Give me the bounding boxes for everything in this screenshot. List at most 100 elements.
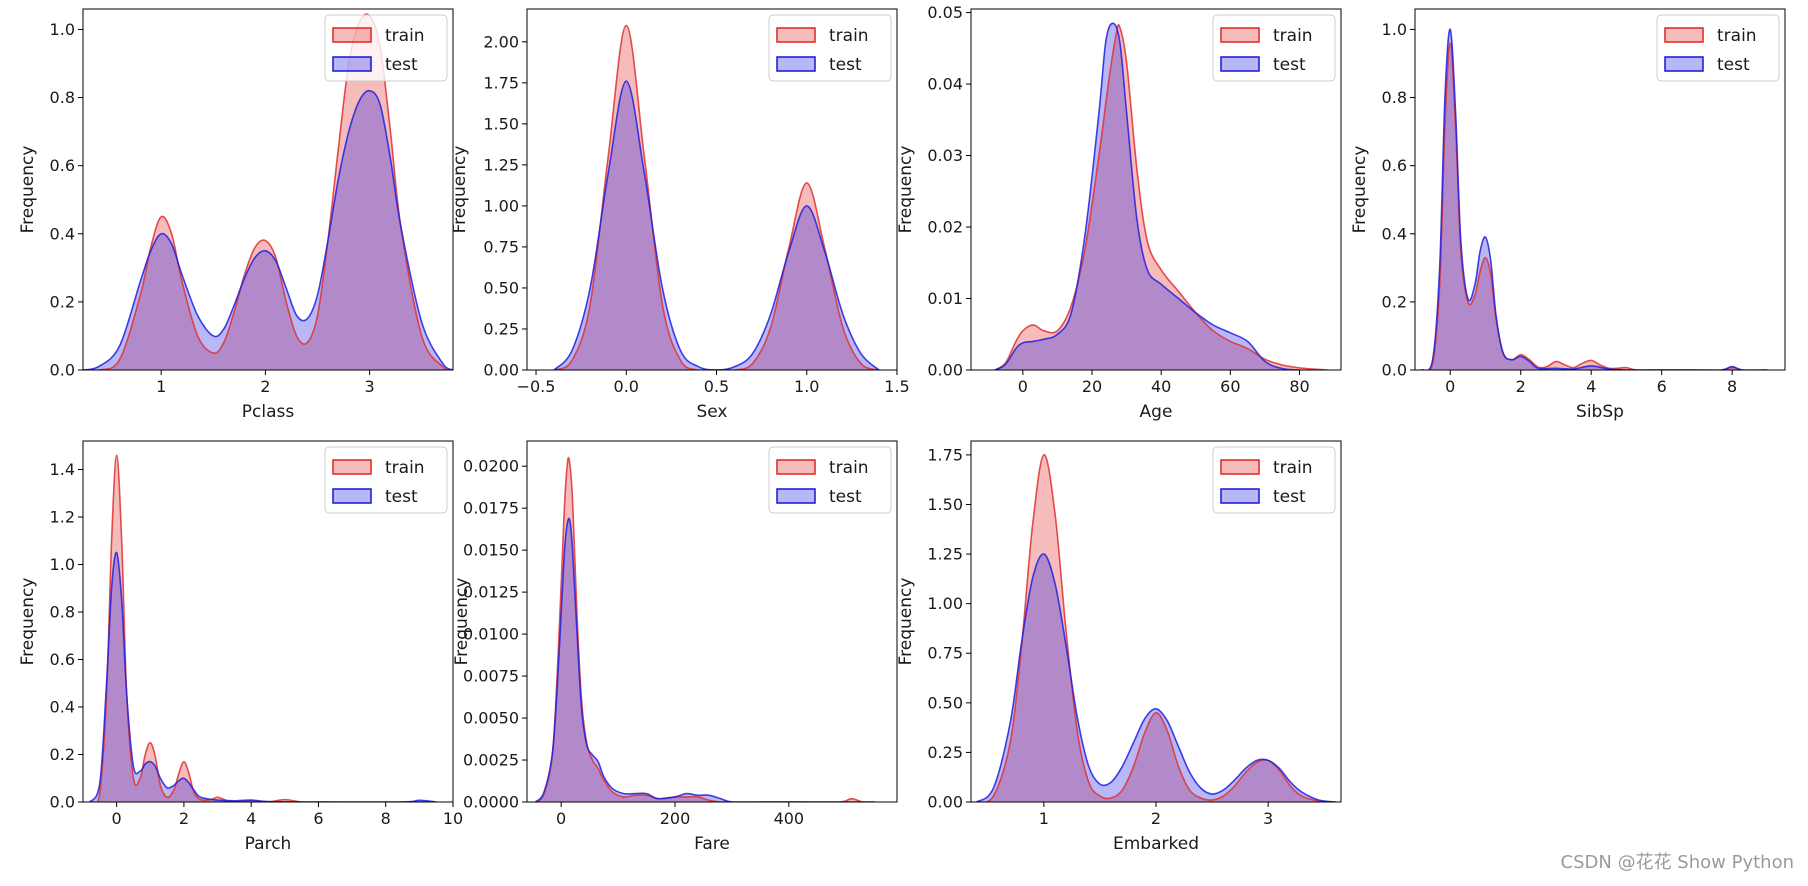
x-tick-label-fare: 400 — [774, 809, 805, 828]
y-tick-label-fare: 0.0175 — [463, 499, 519, 518]
y-tick-label-sex: 1.25 — [483, 155, 519, 174]
legend-label-test: test — [385, 55, 418, 75]
y-tick-label-pclass: 0.6 — [50, 156, 75, 175]
y-tick-label-fare: 0.0050 — [463, 709, 519, 728]
y-tick-label-sex: 1.50 — [483, 114, 519, 133]
x-tick-label-parch: 0 — [112, 809, 122, 828]
y-tick-label-sex: 1.00 — [483, 196, 519, 215]
legend-label-train: train — [1717, 26, 1757, 46]
y-tick-label-pclass: 0.2 — [50, 292, 75, 311]
y-tick-label-parch: 0.2 — [50, 745, 75, 764]
kde-line-test-pclass — [83, 89, 453, 370]
y-tick-label-embarked: 0.00 — [927, 793, 963, 812]
y-tick-label-embarked: 0.75 — [927, 644, 963, 663]
x-axis-label-sex: Sex — [696, 402, 727, 422]
x-tick-label-sibsp: 2 — [1516, 377, 1526, 396]
kde-fill-train-fare — [535, 457, 875, 802]
x-tick-label-fare: 200 — [660, 809, 691, 828]
y-tick-label-age: 0.05 — [927, 3, 963, 22]
axes-frame-parch — [82, 440, 454, 803]
y-tick-label-fare: 0.0200 — [463, 457, 519, 476]
x-tick-label-sex: 1.5 — [884, 377, 909, 396]
legend-swatch-train — [332, 459, 372, 475]
x-tick-label-sex: 0.5 — [704, 377, 729, 396]
y-tick-label-pclass: 0.4 — [50, 224, 75, 243]
legend-swatch-test — [776, 56, 816, 72]
legend-swatch-test — [776, 488, 816, 504]
x-tick-label-age: 60 — [1220, 377, 1240, 396]
y-tick-label-embarked: 1.00 — [927, 594, 963, 613]
legend-swatch-train — [332, 27, 372, 43]
chart-panel-sibsp: 0 2 4 6 8 0.0 0.2 0.4 0.6 0.8 1.0 SibSp Frequency tra… — [1350, 8, 1786, 422]
legend-swatch-test — [1664, 56, 1704, 72]
y-axis-label-sex: Frequency — [450, 146, 470, 234]
x-axis-label-parch: Parch — [245, 834, 292, 854]
y-tick-label-sibsp: 0.6 — [1382, 156, 1407, 175]
legend-sex: train test — [768, 14, 892, 82]
legend-pclass: train test — [324, 14, 448, 82]
legend-label-train: train — [1273, 26, 1313, 46]
x-tick-label-parch: 8 — [381, 809, 391, 828]
y-tick-label-sex: 1.75 — [483, 73, 519, 92]
kde-fill-test-parch — [89, 552, 437, 802]
y-axis-label-age: Frequency — [896, 146, 916, 234]
y-tick-label-sex: 0.25 — [483, 319, 519, 338]
kde-fill-test-age — [995, 23, 1300, 370]
legend-sibsp: train test — [1656, 14, 1780, 82]
legend-label-test: test — [1273, 55, 1306, 75]
axes-frame-age — [970, 8, 1342, 371]
x-tick-label-sex: 0.0 — [614, 377, 639, 396]
y-tick-label-pclass: 0.0 — [50, 361, 75, 380]
kde-fill-test-sibsp — [1422, 29, 1768, 370]
x-tick-label-sex: 1.0 — [794, 377, 819, 396]
x-tick-label-parch: 10 — [443, 809, 463, 828]
axes-frame-fare — [526, 440, 898, 803]
y-tick-label-sex: 0.00 — [483, 361, 519, 380]
y-tick-label-sibsp: 0.2 — [1382, 292, 1407, 311]
legend-swatch-train — [776, 27, 816, 43]
y-tick-label-fare: 0.0125 — [463, 583, 519, 602]
y-tick-label-age: 0.04 — [927, 75, 963, 94]
y-tick-label-sex: 0.50 — [483, 278, 519, 297]
x-axis-label-fare: Fare — [694, 834, 730, 854]
chart-panel-embarked: 1 2 3 0.00 0.25 0.50 0.75 1.00 1.25 1.50 1.75 Embar… — [896, 440, 1342, 854]
y-axis-label-fare: Frequency — [452, 578, 472, 666]
y-tick-label-parch: 0.6 — [50, 650, 75, 669]
x-tick-label-parch: 2 — [179, 809, 189, 828]
x-tick-label-sex: −0.5 — [517, 377, 556, 396]
y-tick-label-fare: 0.0075 — [463, 667, 519, 686]
legend-swatch-train — [776, 459, 816, 475]
legend-age: train test — [1212, 14, 1336, 82]
y-tick-label-embarked: 0.25 — [927, 743, 963, 762]
x-tick-label-age: 20 — [1082, 377, 1102, 396]
y-tick-label-fare: 0.0100 — [463, 625, 519, 644]
legend-label-test: test — [1717, 55, 1750, 75]
legend-label-test: test — [385, 487, 418, 507]
chart-panel-sex: −0.5 0.0 0.5 1.0 1.5 0.00 0.25 0.50 0.75 1.00 1.25… — [450, 8, 910, 422]
chart-panel-parch: 0 2 4 6 8 10 0.0 0.2 0.4 0.6 0.8 1.0 1.2 1.4 Parch Freq… — [18, 440, 463, 854]
y-axis-label-parch: Frequency — [18, 578, 38, 666]
legend-label-test: test — [829, 55, 862, 75]
legend-label-test: test — [829, 487, 862, 507]
y-tick-label-parch: 0.8 — [50, 603, 75, 622]
y-tick-label-fare: 0.0025 — [463, 751, 519, 770]
legend-fare: train test — [768, 446, 892, 514]
x-tick-label-sibsp: 0 — [1445, 377, 1455, 396]
x-tick-label-pclass: 1 — [156, 377, 166, 396]
watermark: CSDN @花花 Show Python — [1560, 852, 1794, 873]
y-tick-label-sex: 2.00 — [483, 32, 519, 51]
y-tick-label-embarked: 1.75 — [927, 445, 963, 464]
kde-fill-test-embarked — [976, 553, 1336, 802]
kde-line-train-fare — [534, 456, 875, 802]
y-tick-label-pclass: 1.0 — [50, 20, 75, 39]
y-tick-label-parch: 1.0 — [50, 555, 75, 574]
x-tick-label-age: 40 — [1151, 377, 1171, 396]
x-tick-label-sibsp: 8 — [1727, 377, 1737, 396]
kde-fill-test-pclass — [83, 90, 453, 370]
chart-panel-pclass: 1 2 3 0.0 0.2 0.4 0.6 0.8 1.0 Pclass Frequency trai… — [18, 8, 454, 422]
kde-fill-train-pclass — [83, 14, 453, 370]
legend-parch: train test — [324, 446, 448, 514]
x-tick-label-embarked: 1 — [1039, 809, 1049, 828]
kde-fill-train-sibsp — [1422, 43, 1768, 370]
